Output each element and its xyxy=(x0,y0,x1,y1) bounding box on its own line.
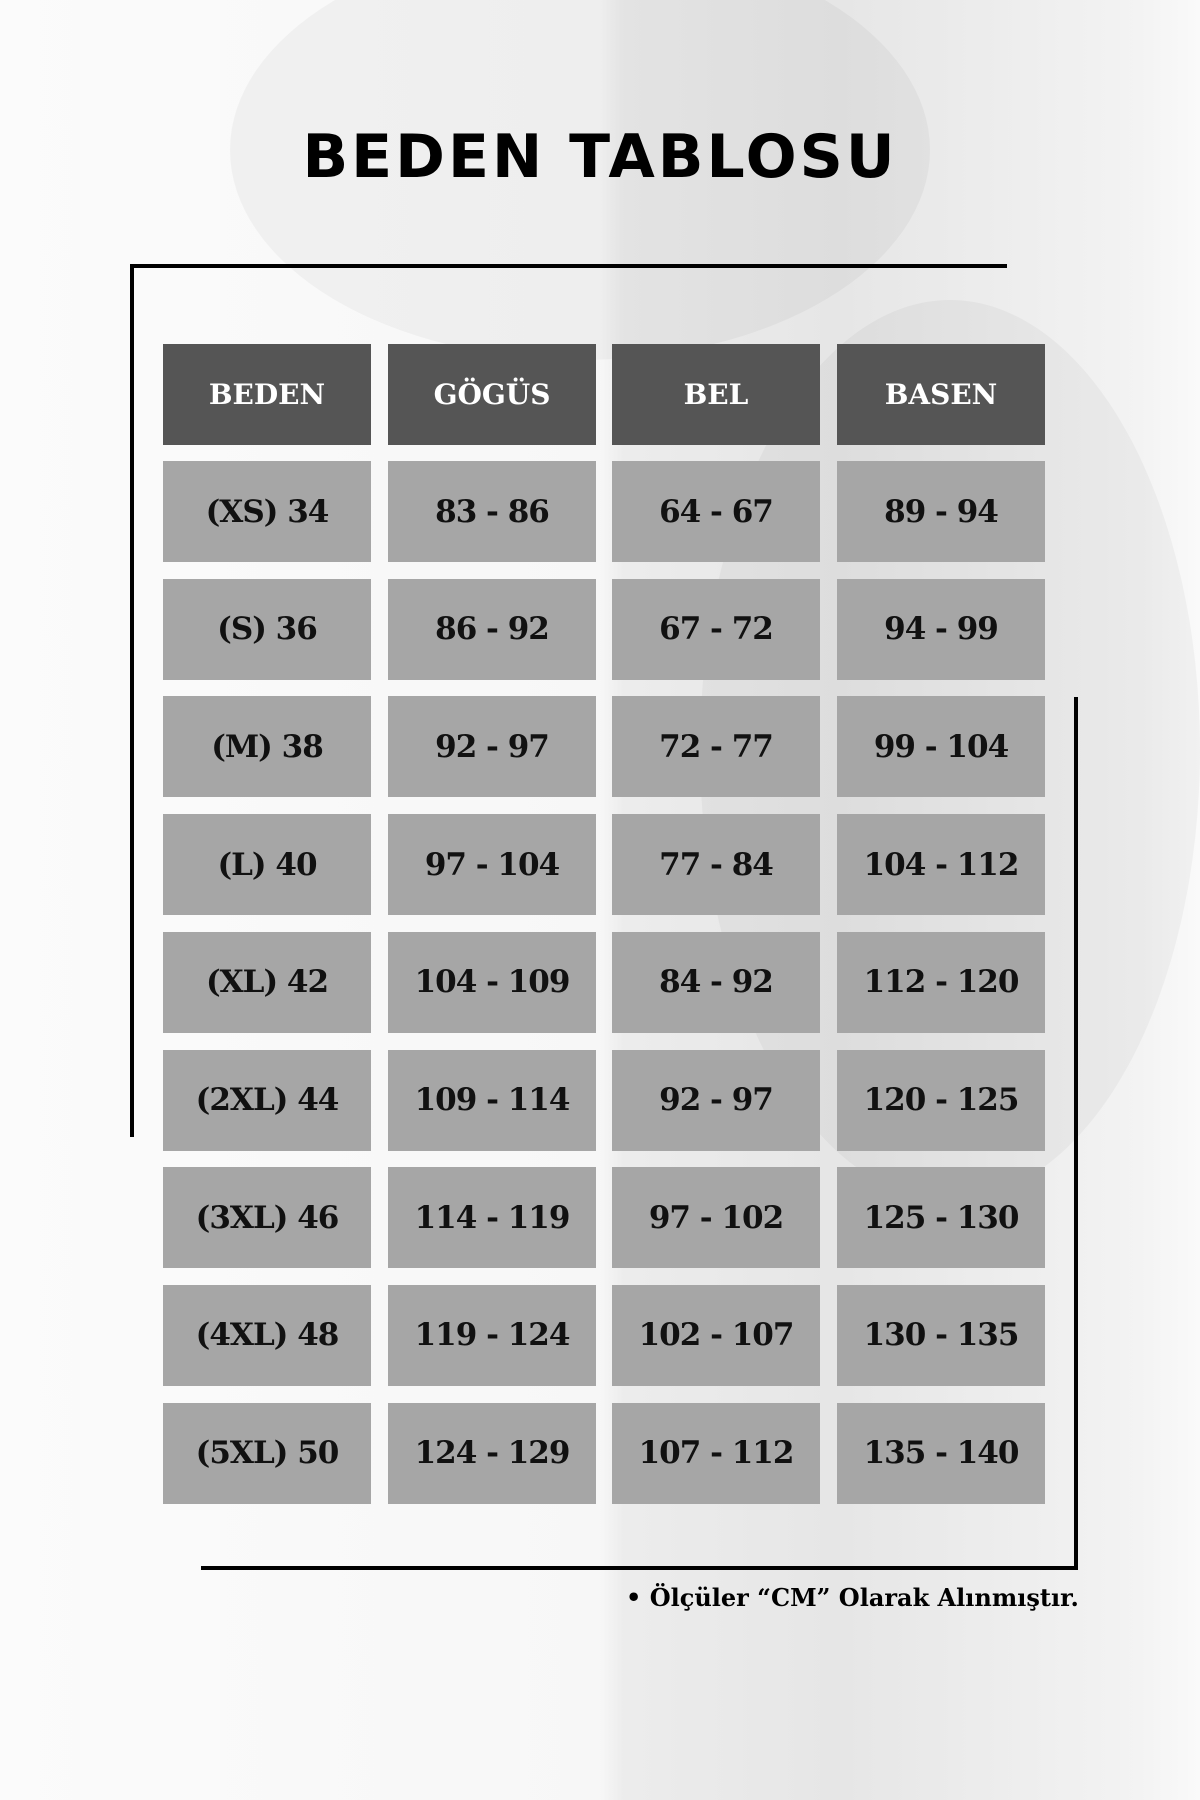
header-size: BEDEN xyxy=(163,344,371,445)
cell-waist: 64 - 67 xyxy=(612,461,820,562)
header-waist: BEL xyxy=(612,344,820,445)
cell-chest: 86 - 92 xyxy=(388,578,596,680)
cell-size: (5XL) 50 xyxy=(163,1402,371,1504)
frame-top-line xyxy=(134,264,1007,268)
cell-hip: 135 - 140 xyxy=(837,1402,1045,1504)
cell-size: (XL) 42 xyxy=(163,931,371,1033)
cell-waist: 67 - 72 xyxy=(612,578,820,680)
cell-size: (L) 40 xyxy=(163,814,371,916)
frame-bottom-line xyxy=(201,1566,1078,1570)
measurement-note: • Ölçüler “CM” Olarak Alınmıştır. xyxy=(626,1583,1079,1612)
cell-chest: 104 - 109 xyxy=(388,931,596,1033)
cell-chest: 97 - 104 xyxy=(388,814,596,916)
cell-hip: 104 - 112 xyxy=(837,814,1045,916)
page-title: BEDEN TABLOSU xyxy=(302,122,898,192)
cell-size: (3XL) 46 xyxy=(163,1167,371,1269)
cell-waist: 92 - 97 xyxy=(612,1049,820,1151)
cell-waist: 72 - 77 xyxy=(612,696,820,798)
cell-hip: 125 - 130 xyxy=(837,1167,1045,1269)
cell-hip: 94 - 99 xyxy=(837,578,1045,680)
cell-waist: 77 - 84 xyxy=(612,814,820,916)
cell-waist: 84 - 92 xyxy=(612,931,820,1033)
frame-left-line xyxy=(130,264,134,1137)
cell-size: (S) 36 xyxy=(163,578,371,680)
cell-hip: 89 - 94 xyxy=(837,461,1045,562)
cell-size: (4XL) 48 xyxy=(163,1284,371,1386)
cell-hip: 130 - 135 xyxy=(837,1284,1045,1386)
cell-chest: 124 - 129 xyxy=(388,1402,596,1504)
header-hip: BASEN xyxy=(837,344,1045,445)
cell-waist: 107 - 112 xyxy=(612,1402,820,1504)
cell-waist: 102 - 107 xyxy=(612,1284,820,1386)
cell-chest: 119 - 124 xyxy=(388,1284,596,1386)
cell-size: (2XL) 44 xyxy=(163,1049,371,1151)
cell-chest: 92 - 97 xyxy=(388,696,596,798)
frame-right-line xyxy=(1074,697,1078,1570)
cell-chest: 109 - 114 xyxy=(388,1049,596,1151)
cell-chest: 83 - 86 xyxy=(388,461,596,562)
cell-waist: 97 - 102 xyxy=(612,1167,820,1269)
cell-size: (XS) 34 xyxy=(163,461,371,562)
cell-size: (M) 38 xyxy=(163,696,371,798)
cell-chest: 114 - 119 xyxy=(388,1167,596,1269)
cell-hip: 120 - 125 xyxy=(837,1049,1045,1151)
header-chest: GÖGÜS xyxy=(388,344,596,445)
cell-hip: 112 - 120 xyxy=(837,931,1045,1033)
cell-hip: 99 - 104 xyxy=(837,696,1045,798)
